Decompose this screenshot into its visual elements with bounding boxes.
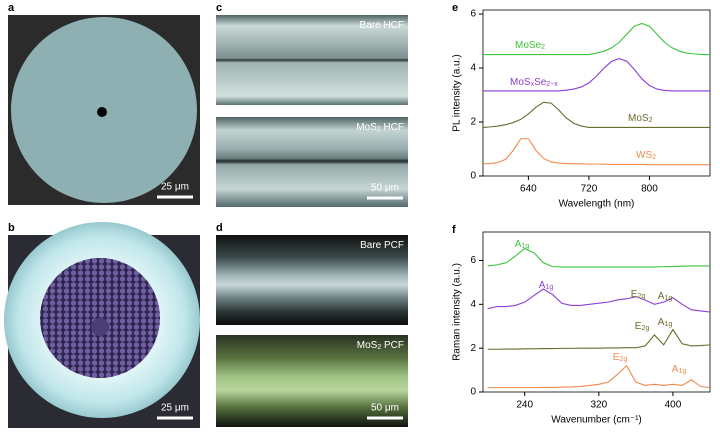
subscript: 2g (637, 293, 645, 300)
text-part: MoS (356, 122, 377, 133)
text-part: Bare PCF (360, 240, 404, 251)
subscript: 1g (521, 243, 529, 250)
peak-label: A1g (658, 291, 673, 302)
subscript: 2 (541, 44, 545, 51)
data-line (487, 364, 711, 389)
panel-label: d (216, 222, 223, 234)
series-label: MoS2 (628, 113, 653, 124)
subscript: 2−x (546, 81, 558, 88)
peak-label: E2g (635, 321, 650, 332)
peak-label: A1g (672, 364, 687, 375)
panel-label: a (8, 2, 15, 14)
scale-bar-label: 50 μm (371, 183, 399, 194)
text-part: HCF (381, 122, 404, 133)
text-part: A (672, 364, 679, 375)
y-axis-label: PL intensity (a.u.) (452, 54, 463, 131)
text-part: MoS (357, 340, 378, 351)
image-caption: Bare HCF (360, 20, 404, 31)
x-tick-label: 240 (516, 400, 533, 411)
y-tick-label: 0 (470, 387, 476, 398)
subscript: 1g (678, 368, 686, 375)
data-line (487, 247, 710, 268)
micrograph (216, 335, 408, 427)
subscript: 2g (641, 325, 649, 332)
hollow-core (97, 107, 107, 117)
text-part: A (539, 280, 546, 291)
scale-bar-label: 25 μm (161, 182, 189, 193)
y-tick-label: 4 (470, 299, 476, 310)
peak-label: A1g (658, 317, 673, 328)
x-axis-label: Wavenumber (cm⁻¹) (551, 415, 641, 426)
text-part: PCF (381, 340, 404, 351)
subscript: 1g (545, 284, 553, 291)
panel-label: e (452, 2, 458, 14)
subscript: 1g (664, 321, 672, 328)
subscript: x (531, 81, 535, 88)
text-part: MoSe (515, 40, 542, 51)
peak-label: E2g (613, 352, 628, 363)
data-line (483, 22, 710, 56)
series-label: MoSe2 (515, 40, 545, 51)
scale-bar-label: 50 μm (371, 403, 399, 414)
image-caption: MoS2 HCF (356, 122, 404, 133)
text-part: E (631, 289, 638, 300)
y-tick-label: 6 (470, 9, 476, 20)
y-tick-label: 6 (470, 255, 476, 266)
solid-core (91, 318, 109, 336)
y-axis-label: Raman intensity (a.u.) (452, 263, 463, 361)
subscript: 2 (649, 117, 653, 124)
peak-label: E2g (631, 289, 646, 300)
subscript: 2 (652, 154, 656, 161)
y-tick-label: 2 (470, 117, 476, 128)
peak-label: A1g (539, 280, 554, 291)
series-label: MoSxSe2−x (510, 77, 558, 88)
subscript: 2 (377, 344, 381, 351)
text-part: Bare HCF (360, 20, 404, 31)
peak-label: A1g (515, 239, 530, 250)
x-tick-label: 720 (581, 184, 598, 195)
panel-label: c (216, 2, 222, 14)
micrograph (216, 235, 408, 325)
scale-bar-label: 25 μm (161, 403, 189, 414)
series-label: WS2 (636, 150, 656, 161)
x-axis-label: Wavelength (nm) (559, 199, 635, 210)
text-part: E (613, 352, 620, 363)
text-part: A (515, 239, 522, 250)
micrograph (216, 15, 408, 105)
image-caption: MoS2 PCF (357, 340, 404, 351)
data-line (482, 138, 710, 166)
data-line (483, 58, 710, 92)
text-part: Se (534, 77, 547, 88)
x-tick-label: 800 (641, 184, 658, 195)
y-tick-label: 4 (470, 63, 476, 74)
text-part: A (658, 291, 665, 302)
image-caption: Bare PCF (360, 240, 404, 251)
x-tick-label: 640 (520, 184, 537, 195)
y-tick-label: 2 (470, 343, 476, 354)
panel-label: b (8, 222, 15, 234)
text-part: MoS (510, 77, 531, 88)
subscript: 1g (664, 295, 672, 302)
y-tick-label: 0 (470, 171, 476, 182)
text-part: A (658, 317, 665, 328)
x-tick-label: 400 (665, 400, 682, 411)
data-line (487, 328, 711, 350)
plot-frame (482, 9, 711, 177)
data-line (487, 288, 711, 313)
data-line (482, 101, 710, 128)
text-part: E (635, 321, 642, 332)
x-tick-label: 320 (590, 400, 607, 411)
text-part: MoS (628, 113, 649, 124)
panel-label: f (452, 224, 456, 236)
text-part: WS (636, 150, 652, 161)
micrograph (216, 117, 408, 207)
subscript: 2 (377, 126, 381, 133)
subscript: 2g (619, 356, 627, 363)
